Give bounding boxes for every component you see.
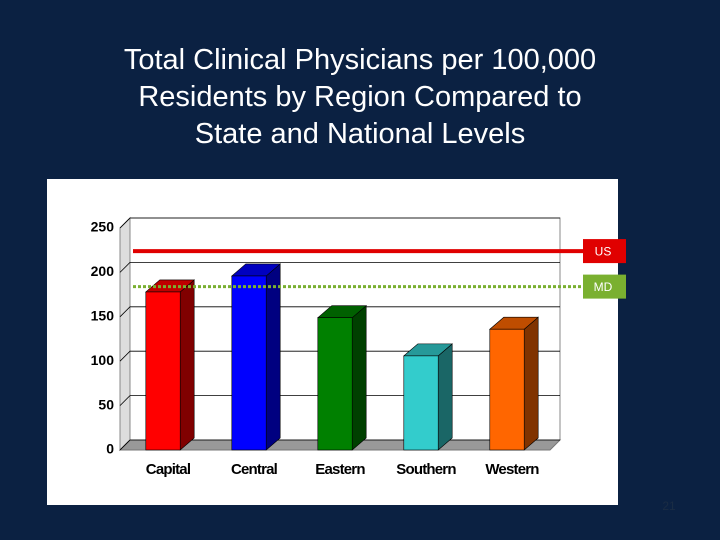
title-line: Residents by Region Compared to: [138, 81, 582, 113]
reference-label: MD: [594, 280, 613, 294]
reference-label-box: [583, 239, 626, 264]
x-tick-label: Eastern: [315, 461, 365, 478]
bar-side: [437, 343, 453, 451]
y-tick-label: 250: [91, 219, 115, 235]
y-tick-label: 200: [91, 263, 115, 279]
page-number: 21: [662, 499, 676, 513]
x-tick-label: Southern: [396, 461, 456, 478]
bar: [317, 317, 353, 451]
bar-side: [523, 316, 539, 451]
x-tick-label: Western: [485, 461, 539, 478]
chart-title: Total Clinical Physicians per 100,000 Re…: [0, 42, 720, 153]
bar-side: [179, 279, 195, 451]
grid-line: [119, 306, 560, 318]
side-wall: [119, 216, 131, 452]
reference-label-box: [583, 274, 626, 299]
y-tick-label: 150: [91, 308, 115, 324]
grid-line: [119, 261, 560, 273]
reference-label: US: [595, 244, 612, 258]
y-tick-label: 50: [98, 396, 114, 412]
bar: [489, 328, 525, 451]
title-line: State and National Levels: [194, 118, 526, 150]
bar-side: [265, 263, 281, 451]
title-line: Total Clinical Physicians per 100,000: [123, 44, 597, 76]
bar: [231, 275, 267, 451]
bar: [145, 291, 181, 451]
x-tick-label: Central: [231, 461, 278, 478]
grid-line: [119, 217, 560, 229]
x-tick-label: Capital: [146, 461, 191, 478]
y-tick-label: 0: [106, 441, 114, 457]
y-tick-label: 100: [91, 352, 115, 368]
bar-side: [351, 305, 367, 451]
bar: [403, 355, 439, 451]
